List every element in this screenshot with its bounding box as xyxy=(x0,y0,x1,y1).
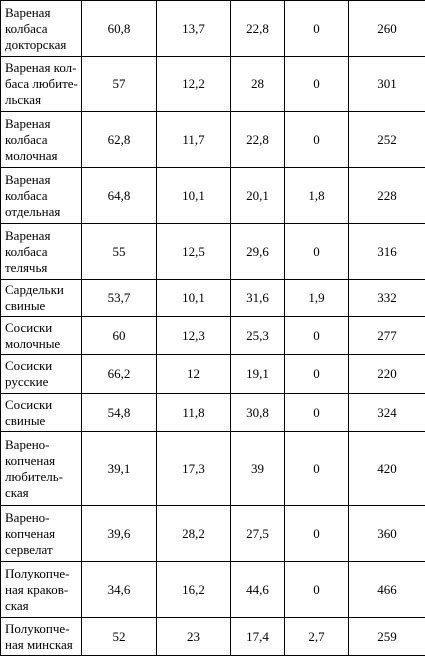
value-cell: 17,4 xyxy=(230,617,285,656)
value-cell: 10,1 xyxy=(156,167,231,224)
table-row: Вареная колбаса докторская 60,8 13,7 22,… xyxy=(0,0,425,57)
value-cell: 64,8 xyxy=(81,167,157,224)
value-cell: 0 xyxy=(284,354,349,394)
value-cell: 16,2 xyxy=(156,561,231,618)
value-cell: 259 xyxy=(348,617,425,656)
table-row: Вареная кол- баса любите- льская 57 12,2… xyxy=(0,56,425,112)
value-cell: 10,1 xyxy=(156,279,231,317)
value-cell: 12,5 xyxy=(156,223,231,280)
value-cell: 0 xyxy=(284,561,349,618)
value-cell: 12,3 xyxy=(156,316,231,355)
value-cell: 277 xyxy=(348,316,425,355)
value-cell: 466 xyxy=(348,561,425,618)
table-row: Варено- копченая сервелат 39,6 28,2 27,5… xyxy=(0,505,425,562)
value-cell: 2,7 xyxy=(284,617,349,656)
value-cell: 301 xyxy=(348,56,425,112)
value-cell: 17,3 xyxy=(156,431,231,506)
value-cell: 66,2 xyxy=(81,354,157,394)
product-name-cell: Вареная кол- баса любите- льская xyxy=(0,56,82,112)
value-cell: 12,2 xyxy=(156,56,231,112)
product-name-cell: Вареная колбаса докторская xyxy=(0,0,82,57)
product-name-cell: Полукопче- ная краков- ская xyxy=(0,561,82,618)
value-cell: 324 xyxy=(348,393,425,432)
value-cell: 360 xyxy=(348,505,425,562)
value-cell: 28 xyxy=(230,56,285,112)
product-name-cell: Сосиски свиные xyxy=(0,393,82,432)
product-name-cell: Сосиски молочные xyxy=(0,316,82,355)
value-cell: 20,1 xyxy=(230,167,285,224)
table-row: Сосиски молочные 60 12,3 25,3 0 277 xyxy=(0,316,425,355)
value-cell: 1,9 xyxy=(284,279,349,317)
product-name-cell: Варено- копченая любитель- ская xyxy=(0,431,82,506)
value-cell: 0 xyxy=(284,316,349,355)
value-cell: 19,1 xyxy=(230,354,285,394)
value-cell: 260 xyxy=(348,0,425,57)
value-cell: 11,8 xyxy=(156,393,231,432)
table-row: Вареная колбаса отдельная 64,8 10,1 20,1… xyxy=(0,167,425,224)
value-cell: 34,6 xyxy=(81,561,157,618)
table-row: Сосиски свиные 54,8 11,8 30,8 0 324 xyxy=(0,393,425,432)
value-cell: 23 xyxy=(156,617,231,656)
value-cell: 316 xyxy=(348,223,425,280)
table-row: Сардельки свиные 53,7 10,1 31,6 1,9 332 xyxy=(0,279,425,317)
value-cell: 0 xyxy=(284,431,349,506)
value-cell: 39,1 xyxy=(81,431,157,506)
value-cell: 420 xyxy=(348,431,425,506)
value-cell: 11,7 xyxy=(156,111,231,168)
value-cell: 29,6 xyxy=(230,223,285,280)
value-cell: 0 xyxy=(284,505,349,562)
value-cell: 31,6 xyxy=(230,279,285,317)
product-name-cell: Сардельки свиные xyxy=(0,279,82,317)
value-cell: 30,8 xyxy=(230,393,285,432)
value-cell: 57 xyxy=(81,56,157,112)
value-cell: 13,7 xyxy=(156,0,231,57)
value-cell: 52 xyxy=(81,617,157,656)
value-cell: 39 xyxy=(230,431,285,506)
table-row: Варено- копченая любитель- ская 39,1 17,… xyxy=(0,431,425,506)
product-name-cell: Варено- копченая сервелат xyxy=(0,505,82,562)
value-cell: 55 xyxy=(81,223,157,280)
value-cell: 54,8 xyxy=(81,393,157,432)
value-cell: 0 xyxy=(284,111,349,168)
value-cell: 0 xyxy=(284,223,349,280)
value-cell: 228 xyxy=(348,167,425,224)
product-name-cell: Полукопче- ная минская xyxy=(0,617,82,656)
product-name-cell: Сосиски русские xyxy=(0,354,82,394)
value-cell: 0 xyxy=(284,0,349,57)
value-cell: 332 xyxy=(348,279,425,317)
value-cell: 25,3 xyxy=(230,316,285,355)
value-cell: 39,6 xyxy=(81,505,157,562)
value-cell: 0 xyxy=(284,393,349,432)
value-cell: 1,8 xyxy=(284,167,349,224)
value-cell: 220 xyxy=(348,354,425,394)
value-cell: 62,8 xyxy=(81,111,157,168)
value-cell: 60 xyxy=(81,316,157,355)
value-cell: 22,8 xyxy=(230,111,285,168)
value-cell: 60,8 xyxy=(81,0,157,57)
value-cell: 0 xyxy=(284,56,349,112)
product-name-cell: Вареная колбаса молочная xyxy=(0,111,82,168)
value-cell: 12 xyxy=(156,354,231,394)
product-name-cell: Вареная колбаса телячья xyxy=(0,223,82,280)
table-row: Вареная колбаса молочная 62,8 11,7 22,8 … xyxy=(0,111,425,168)
product-name-cell: Вареная колбаса отдельная xyxy=(0,167,82,224)
value-cell: 22,8 xyxy=(230,0,285,57)
value-cell: 53,7 xyxy=(81,279,157,317)
table-row: Вареная колбаса телячья 55 12,5 29,6 0 3… xyxy=(0,223,425,280)
table-row: Сосиски русские 66,2 12 19,1 0 220 xyxy=(0,354,425,394)
value-cell: 28,2 xyxy=(156,505,231,562)
table-row: Полукопче- ная минская 52 23 17,4 2,7 25… xyxy=(0,617,425,656)
value-cell: 252 xyxy=(348,111,425,168)
value-cell: 44,6 xyxy=(230,561,285,618)
value-cell: 27,5 xyxy=(230,505,285,562)
table-row: Полукопче- ная краков- ская 34,6 16,2 44… xyxy=(0,561,425,618)
